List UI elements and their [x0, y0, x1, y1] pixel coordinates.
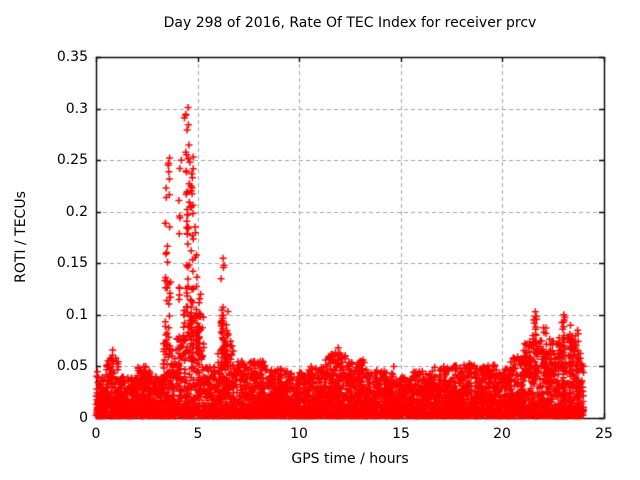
- x-tick-label: 25: [595, 426, 613, 442]
- x-tick-label: 5: [193, 426, 203, 442]
- y-tick-label: 0.2: [65, 204, 88, 220]
- y-tick-label: 0.15: [56, 255, 88, 271]
- y-tick-label: 0.05: [56, 358, 88, 374]
- y-tick-label: 0.35: [56, 49, 88, 65]
- y-tick-label: 0.25: [56, 152, 88, 168]
- y-tick-label: 0: [79, 410, 88, 426]
- x-tick-label: 20: [493, 426, 511, 442]
- y-tick-label: 0.1: [65, 307, 88, 323]
- x-tick-label: 10: [290, 426, 308, 442]
- x-axis-label: GPS time / hours: [291, 451, 409, 467]
- y-tick-label: 0.3: [65, 101, 88, 117]
- x-tick-label: 15: [392, 426, 410, 442]
- chart-title: Day 298 of 2016, Rate Of TEC Index for r…: [163, 15, 537, 31]
- x-tick-label: 0: [91, 426, 101, 442]
